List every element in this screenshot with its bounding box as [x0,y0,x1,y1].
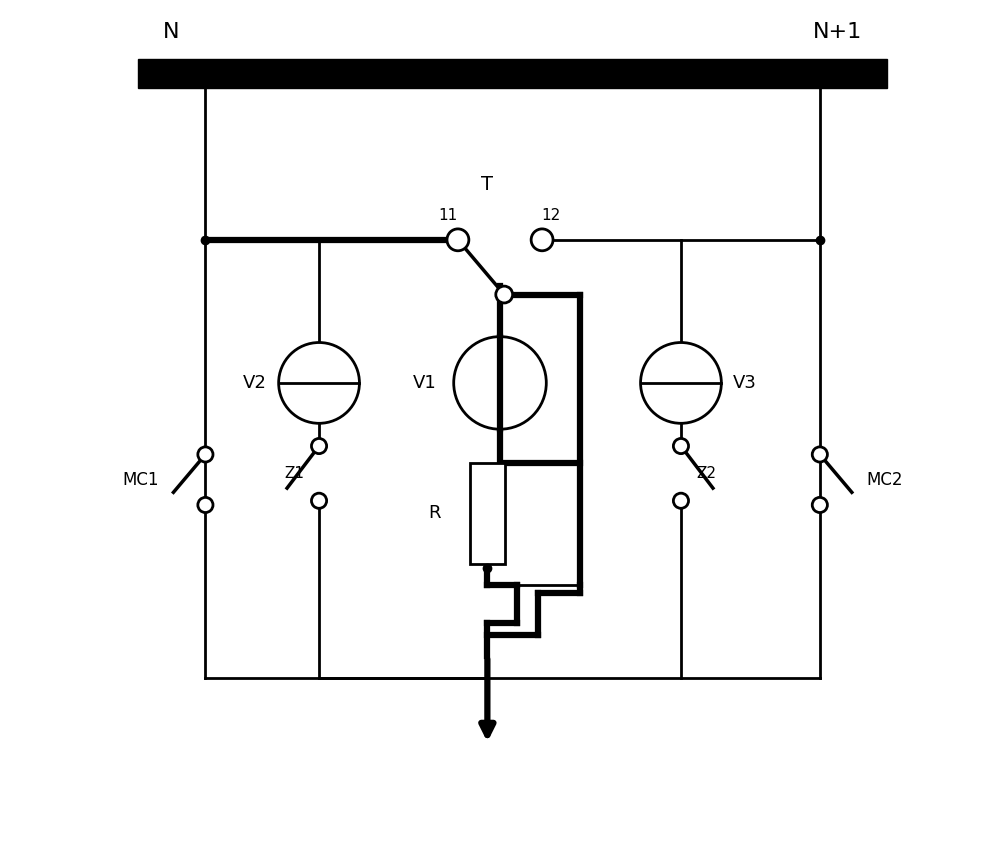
Circle shape [198,497,213,513]
Circle shape [673,439,689,454]
Circle shape [311,439,327,454]
Circle shape [673,493,689,508]
Circle shape [641,343,721,423]
Text: V2: V2 [243,374,267,392]
Circle shape [454,337,546,429]
Circle shape [198,447,213,462]
Text: Z2: Z2 [696,466,716,481]
Bar [138,59,887,88]
Circle shape [812,447,827,462]
Text: MC2: MC2 [866,471,903,489]
Circle shape [447,229,469,251]
Circle shape [279,343,359,423]
Text: MC1: MC1 [123,471,159,489]
Text: T: T [481,174,493,194]
Text: N: N [163,22,180,42]
Circle shape [496,286,513,303]
Text: Z1: Z1 [284,466,304,481]
Bar [470,463,505,564]
Text: V3: V3 [733,374,757,392]
Text: 12: 12 [541,208,560,223]
Circle shape [531,229,553,251]
Text: N+1: N+1 [813,22,862,42]
Text: V1: V1 [413,374,437,392]
Circle shape [812,497,827,513]
Text: 11: 11 [438,208,457,223]
Text: R: R [429,504,441,523]
Circle shape [311,493,327,508]
